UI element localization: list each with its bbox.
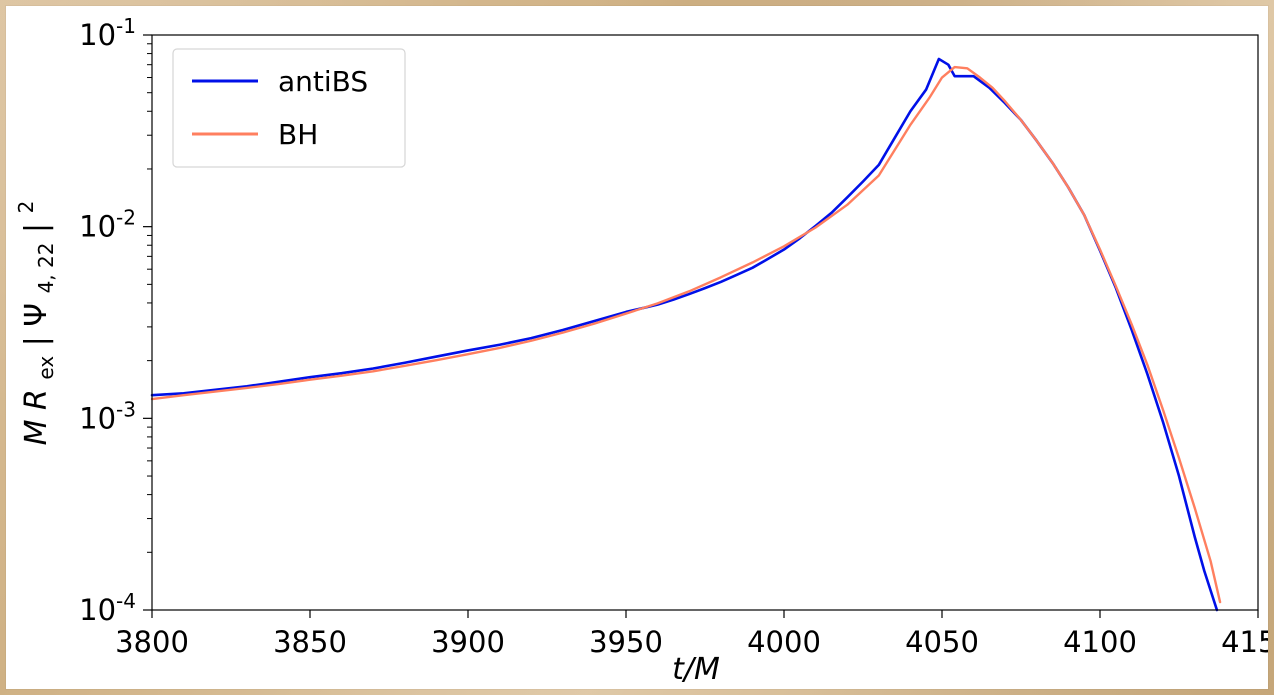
y-tick-exponent: -4 [116, 589, 136, 613]
x-axis-label: t/M [672, 652, 720, 687]
minor-tick-group [147, 43, 152, 553]
y-tick-exponent: -1 [116, 14, 136, 38]
x-tick-label: 4000 [747, 625, 821, 659]
y-label-close-bar: | [19, 223, 54, 233]
x-tick-label: 4050 [905, 625, 979, 659]
y-tick-base: 10 [79, 401, 116, 435]
y-tick-base: 10 [79, 593, 116, 627]
chart-figure: 3800385039003950400040504100415010-410-3… [6, 6, 1268, 689]
y-tick-exponent: -2 [116, 206, 136, 230]
legend-box [172, 48, 406, 168]
y-tick-label: 10-1 [79, 14, 136, 52]
x-tick-label: 3950 [589, 625, 663, 659]
y-tick-label: 10-2 [79, 206, 136, 244]
x-tick-label: 3900 [431, 625, 505, 659]
x-tick-label: 4150 [1221, 625, 1268, 659]
y-label-power: 2 [14, 201, 38, 214]
tick-label-group: 3800385039003950400040504100415010-410-3… [79, 14, 1268, 659]
y-tick-base: 10 [79, 210, 116, 244]
y-label-open-bar: | [19, 336, 54, 346]
x-tick-label: 3850 [273, 625, 347, 659]
y-label-psi-subscript: 4, 22 [34, 243, 58, 294]
series-layer [150, 57, 1222, 612]
x-tick-label: 4100 [1063, 625, 1137, 659]
legend: antiBS BH [172, 48, 406, 168]
y-label-prefix: M R [19, 389, 54, 445]
y-label-psi: Ψ [19, 303, 54, 327]
legend-bh-label: BH [278, 118, 318, 151]
y-tick-label: 10-3 [79, 397, 136, 435]
legend-antibs-label: antiBS [278, 65, 368, 98]
x-tick-label: 3800 [115, 625, 189, 659]
y-tick-label: 10-4 [79, 589, 136, 627]
major-tick-group [143, 34, 1259, 618]
y-axis-label: M R ex | Ψ 4, 22 | 2 [14, 201, 61, 446]
plot-frame [151, 34, 1259, 611]
y-tick-exponent: -3 [116, 397, 136, 421]
y-label-subscript: ex [34, 356, 58, 380]
y-tick-base: 10 [79, 18, 116, 52]
series-bh-line [150, 65, 1222, 604]
log-scale-line-chart: 3800385039003950400040504100415010-410-3… [14, 14, 1268, 687]
